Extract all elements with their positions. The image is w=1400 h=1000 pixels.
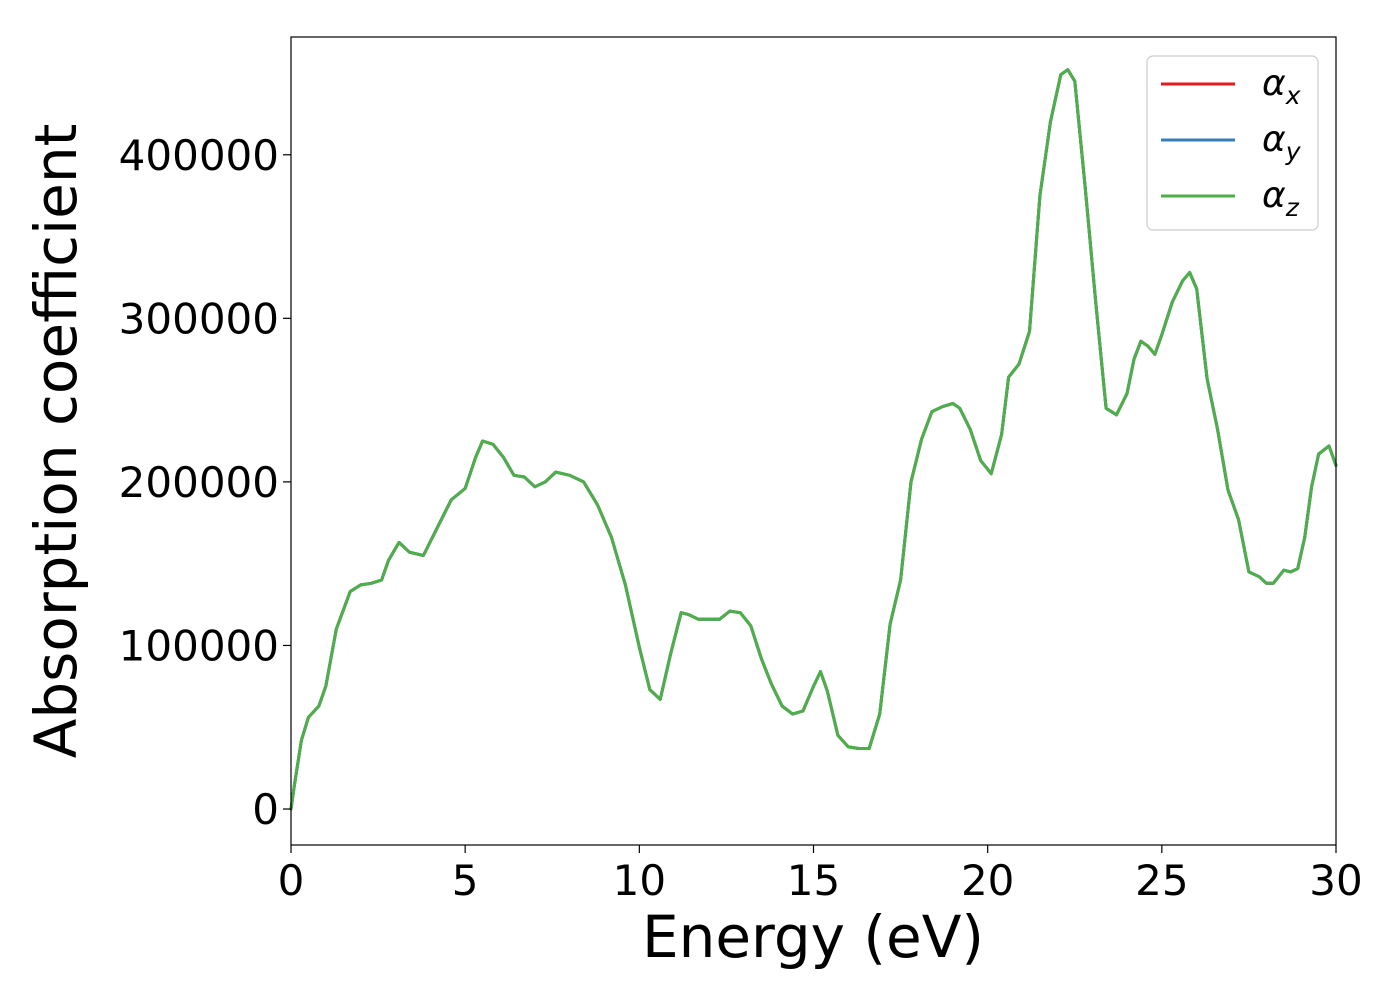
y-axis: 0 100000 200000 300000 400000 bbox=[119, 131, 291, 834]
legend-label-x: αx bbox=[1262, 63, 1301, 110]
x-tick-label: 5 bbox=[452, 856, 479, 905]
y-tick-label: 200000 bbox=[119, 458, 279, 507]
y-tick-label: 300000 bbox=[119, 294, 279, 343]
legend-box bbox=[1146, 55, 1319, 231]
x-tick-label: 10 bbox=[613, 856, 666, 905]
x-tick-label: 0 bbox=[278, 856, 305, 905]
x-tick-label: 25 bbox=[1135, 856, 1188, 905]
x-tick-label: 20 bbox=[961, 856, 1014, 905]
plot-lines bbox=[289, 68, 1338, 811]
x-tick-label: 15 bbox=[787, 856, 840, 905]
y-axis-title: Absorption coefficient bbox=[22, 124, 90, 759]
legend-label-y: αy bbox=[1262, 119, 1302, 166]
y-tick-label: 0 bbox=[252, 785, 279, 834]
x-axis-title: Energy (eV) bbox=[642, 903, 984, 971]
y-tick-label: 100000 bbox=[119, 621, 279, 670]
x-axis: 0 5 10 15 20 25 30 bbox=[278, 845, 1363, 905]
x-tick-label: 30 bbox=[1309, 856, 1362, 905]
series-line-z bbox=[289, 68, 1338, 811]
y-tick-label: 400000 bbox=[119, 131, 279, 180]
